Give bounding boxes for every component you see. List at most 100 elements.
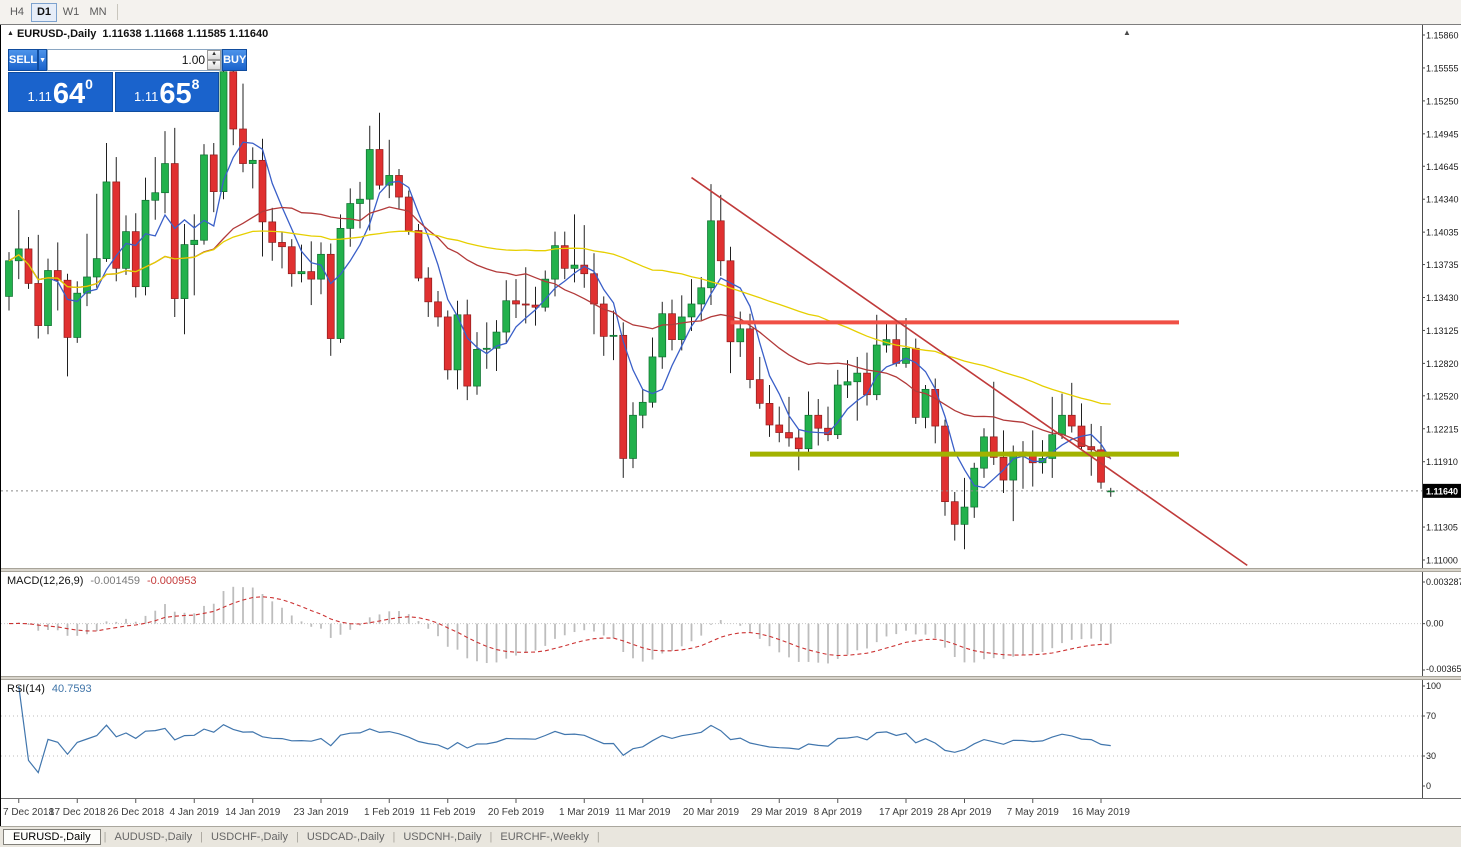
ask-price-sup: 8 — [191, 76, 200, 92]
svg-text:1.11910: 1.11910 — [1426, 457, 1458, 467]
tab-eurusd-daily[interactable]: EURUSD-,Daily — [3, 829, 101, 845]
rsi-title: RSI(14) 40.7593 — [7, 683, 92, 695]
timeframe-w1-button[interactable]: W1 — [58, 3, 84, 22]
bid-price-small: 1.11 — [27, 89, 52, 104]
macd-chart[interactable]: 0.003287 0.00 -0.003659 — [1, 572, 1461, 676]
svg-text:1.14945: 1.14945 — [1426, 129, 1459, 139]
svg-text:0.003287: 0.003287 — [1426, 577, 1461, 587]
svg-text:1.15860: 1.15860 — [1426, 31, 1459, 41]
chart-symbol-label: EURUSD-,Daily — [16, 28, 97, 40]
panel-splitter[interactable] — [1, 568, 1461, 572]
scroll-marker-icon[interactable]: ▲ — [1123, 28, 1131, 37]
macd-panel: 0.003287 0.00 -0.003659 MACD(12,26,9) -0.00… — [1, 572, 1461, 676]
volume-increase-button[interactable]: ▲ — [207, 50, 222, 60]
volume-spinner: ▲ ▼ — [207, 50, 222, 70]
svg-text:1.11305: 1.11305 — [1426, 523, 1458, 533]
timeframe-mn-button[interactable]: MN — [85, 3, 111, 22]
timeframe-h4-button[interactable]: H4 — [4, 3, 30, 22]
ask-price[interactable]: 1.11 65 8 — [114, 72, 219, 112]
rsi-label: RSI(14) — [7, 683, 45, 695]
rsi-value: 40.7593 — [51, 683, 92, 695]
timeframe-toolbar: H4 D1 W1 MN — [0, 0, 1461, 25]
svg-text:29 Mar 2019: 29 Mar 2019 — [751, 807, 808, 818]
svg-text:20 Feb 2019: 20 Feb 2019 — [488, 807, 545, 818]
tab-separator: | — [392, 831, 396, 843]
svg-text:0: 0 — [1426, 781, 1431, 791]
tab-separator: | — [200, 831, 203, 843]
tab-separator: | — [596, 831, 600, 843]
svg-text:23 Jan 2019: 23 Jan 2019 — [293, 807, 348, 818]
chevron-down-icon: ▼ — [39, 56, 47, 64]
svg-text:4 Jan 2019: 4 Jan 2019 — [170, 807, 220, 818]
svg-text:1.13735: 1.13735 — [1426, 260, 1459, 270]
tab-usdcad-daily[interactable]: USDCAD-,Daily — [306, 831, 385, 843]
sell-button[interactable]: SELL — [8, 49, 39, 71]
buy-button[interactable]: BUY — [222, 49, 248, 71]
tab-separator: | — [103, 831, 107, 843]
svg-text:1.13430: 1.13430 — [1426, 293, 1459, 303]
svg-text:30: 30 — [1426, 751, 1436, 761]
svg-text:1 Feb 2019: 1 Feb 2019 — [364, 807, 415, 818]
rsi-panel: 100 70 30 0 RSI(14) 40.7593 — [1, 680, 1461, 798]
macd-title: MACD(12,26,9) -0.001459 -0.000953 — [7, 575, 197, 587]
svg-text:0.00: 0.00 — [1426, 619, 1444, 629]
svg-text:1 Mar 2019: 1 Mar 2019 — [559, 807, 610, 818]
svg-text:70: 70 — [1426, 711, 1436, 721]
macd-label: MACD(12,26,9) — [7, 575, 84, 587]
tab-audusd-daily[interactable]: AUDUSD-,Daily — [114, 831, 193, 843]
svg-text:16 May 2019: 16 May 2019 — [1072, 807, 1130, 818]
svg-text:1.11000: 1.11000 — [1426, 556, 1458, 566]
bid-price[interactable]: 1.11 64 0 — [8, 72, 113, 112]
ask-price-big: 65 — [159, 78, 192, 110]
volume-input[interactable] — [48, 50, 208, 70]
svg-text:26 Dec 2018: 26 Dec 2018 — [107, 807, 164, 818]
volume-dropdown-button[interactable]: ▼ — [38, 49, 48, 71]
toolbar-divider — [117, 4, 118, 20]
svg-text:11 Feb 2019: 11 Feb 2019 — [420, 807, 476, 818]
svg-text:1.12820: 1.12820 — [1426, 359, 1459, 369]
ask-price-small: 1.11 — [134, 89, 159, 104]
svg-text:1.14035: 1.14035 — [1426, 228, 1459, 238]
chart-ohlc-values: 1.11638 1.11668 1.11585 1.11640 — [102, 28, 269, 40]
svg-text:1.12215: 1.12215 — [1426, 424, 1459, 434]
volume-field: ▲ ▼ — [47, 49, 223, 71]
macd-signal-value: -0.000953 — [146, 575, 197, 587]
svg-text:11 Mar 2019: 11 Mar 2019 — [615, 807, 671, 818]
price-chart-panel: 1.15860 1.15555 1.15250 1.14945 1.14645 1.143… — [1, 25, 1461, 568]
tab-eurchf-weekly[interactable]: EURCHF-,Weekly — [500, 831, 589, 843]
chart-window: 1.15860 1.15555 1.15250 1.14945 1.14645 1.143… — [0, 25, 1461, 826]
candlestick-chart[interactable]: 1.15860 1.15555 1.15250 1.14945 1.14645 1.143… — [1, 25, 1461, 568]
time-axis[interactable]: 7 Dec 2018 17 Dec 2018 26 Dec 2018 4 Jan 20… — [1, 798, 1461, 826]
svg-text:-0.003659: -0.003659 — [1426, 664, 1461, 674]
one-click-trading-panel: SELL ▼ ▲ ▼ BUY 1.11640 — [8, 49, 248, 112]
bid-price-big: 64 — [52, 78, 86, 110]
bid-price-sup: 0 — [85, 76, 93, 92]
timeframe-d1-button[interactable]: D1 — [31, 2, 57, 22]
svg-text:1.11640: 1.11640 — [1426, 486, 1458, 496]
svg-text:8 Apr 2019: 8 Apr 2019 — [814, 807, 863, 818]
rsi-chart[interactable]: 100 70 30 0 — [1, 680, 1461, 798]
svg-text:1.15250: 1.15250 — [1426, 96, 1459, 106]
tab-usdcnh-daily[interactable]: USDCNH-,Daily — [403, 831, 482, 843]
svg-text:1.14340: 1.14340 — [1426, 195, 1459, 205]
tab-usdchf-daily[interactable]: USDCHF-,Daily — [210, 831, 288, 843]
panel-splitter[interactable] — [1, 676, 1461, 680]
svg-text:7 Dec 2018: 7 Dec 2018 — [3, 807, 55, 818]
svg-text:14 Jan 2019: 14 Jan 2019 — [225, 807, 280, 818]
svg-text:1.12520: 1.12520 — [1426, 391, 1459, 401]
svg-text:1.14645: 1.14645 — [1426, 162, 1459, 172]
svg-text:1.13125: 1.13125 — [1426, 326, 1459, 336]
macd-main-value: -0.001459 — [90, 575, 140, 587]
svg-text:100: 100 — [1426, 681, 1441, 691]
chart-tab-bar: EURUSD-,Daily | AUDUSD-,Daily | USDCHF-,… — [0, 826, 1461, 847]
chart-window-icon: ▲ — [7, 30, 14, 37]
svg-text:17 Apr 2019: 17 Apr 2019 — [879, 807, 933, 818]
svg-text:20 Mar 2019: 20 Mar 2019 — [683, 807, 740, 818]
svg-text:1.15555: 1.15555 — [1426, 63, 1459, 73]
svg-text:17 Dec 2018: 17 Dec 2018 — [49, 807, 106, 818]
tab-separator: | — [295, 831, 299, 843]
volume-decrease-button[interactable]: ▼ — [207, 60, 222, 70]
svg-text:7 May 2019: 7 May 2019 — [1007, 807, 1060, 818]
chart-title: ▲ EURUSD-,Daily 1.11638 1.11668 1.11585 1.… — [7, 28, 268, 40]
